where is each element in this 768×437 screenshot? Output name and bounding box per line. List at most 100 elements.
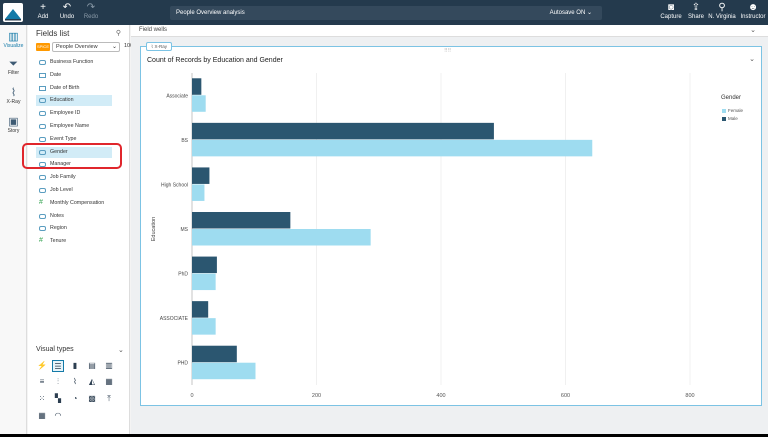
area-chart-icon[interactable]: ◭ bbox=[88, 377, 96, 386]
legend-item-male[interactable]: Male bbox=[722, 116, 738, 121]
combo-chart-icon[interactable]: ⫶ bbox=[57, 377, 59, 386]
nav-visualize[interactable]: ▥ Visualize bbox=[0, 31, 27, 49]
bar-male[interactable] bbox=[192, 301, 209, 318]
scatter-plot-icon[interactable]: ⁙ bbox=[38, 394, 46, 403]
legend-swatch-male bbox=[722, 116, 726, 121]
visual-title: Count of Records by Education and Gender bbox=[147, 57, 283, 64]
bar-male[interactable] bbox=[192, 212, 291, 229]
bar-female[interactable] bbox=[192, 273, 216, 291]
xray-icon: ⌇ bbox=[10, 87, 17, 99]
measure-icon: # bbox=[39, 198, 43, 206]
bar-female[interactable] bbox=[192, 95, 206, 112]
bar-chart: 0 200 400 600 800 Associate BS High School MS PhD… bbox=[151, 73, 695, 399]
gender-field-highlight bbox=[22, 143, 122, 169]
user-menu[interactable]: ☻ Instructor bbox=[737, 2, 768, 23]
bar-female[interactable] bbox=[192, 229, 371, 246]
vertical-bar-chart-icon[interactable]: ▮ bbox=[72, 361, 78, 370]
kpi-icon[interactable]: ⤒ bbox=[107, 394, 111, 403]
dataset-dropdown[interactable]: People Overview ⌄ bbox=[52, 42, 120, 52]
field-item[interactable]: Job Family bbox=[36, 172, 139, 183]
field-item[interactable]: # Tenure bbox=[39, 237, 67, 245]
chevron-down-icon[interactable]: ⌄ bbox=[750, 27, 756, 34]
xray-tag: ⌇ X-Ray bbox=[146, 42, 172, 51]
visual-card[interactable]: ⌇ X-Ray ⠿⠿ Count of Records by Education… bbox=[140, 42, 762, 406]
field-item[interactable]: Employee Name bbox=[36, 121, 139, 132]
field-item[interactable]: Event Type bbox=[36, 134, 139, 145]
nav-xray[interactable]: ⌇ X-Ray bbox=[0, 87, 27, 105]
pivot-table-icon[interactable]: ▦ bbox=[105, 377, 113, 386]
horizontal-bar-chart-icon[interactable]: ☰ bbox=[52, 360, 64, 372]
analysis-name-field[interactable]: People Overview analysis Autosave ON ⌄ bbox=[170, 6, 602, 20]
pie-chart-icon[interactable]: ◔ bbox=[72, 394, 78, 403]
camera-icon: ◙ bbox=[667, 2, 675, 13]
field-item[interactable]: Region bbox=[36, 223, 139, 234]
x-tick-label: 800 bbox=[685, 393, 694, 399]
location-pin-icon: ⚲ bbox=[718, 2, 726, 13]
add-button[interactable]: + Add bbox=[27, 2, 59, 23]
dimension-icon bbox=[39, 111, 46, 117]
dimension-icon bbox=[39, 98, 46, 104]
share-button[interactable]: ⇪ Share bbox=[680, 2, 712, 23]
bar-male[interactable] bbox=[192, 167, 210, 184]
bar-chart-icon: ▥ bbox=[8, 31, 19, 43]
main-canvas: Field wells ⌄ ⌇ X-Ray ⠿⠿ Count of Record… bbox=[131, 25, 768, 434]
field-item[interactable]: Business Function bbox=[36, 57, 139, 68]
field-item[interactable]: Date bbox=[36, 70, 139, 81]
line-chart-icon[interactable]: ⌇ bbox=[73, 377, 77, 386]
bar-male[interactable] bbox=[192, 345, 237, 363]
dimension-icon bbox=[39, 149, 46, 155]
app-logo[interactable] bbox=[3, 3, 23, 22]
table-icon[interactable]: ▦ bbox=[38, 411, 46, 420]
field-wells-bar[interactable]: Field wells ⌄ bbox=[131, 25, 768, 37]
filter-icon: ⏷ bbox=[9, 58, 18, 70]
bar-male[interactable] bbox=[192, 256, 217, 274]
stacked-bar-chart-icon[interactable]: ▤ bbox=[88, 361, 96, 370]
chevron-down-icon[interactable]: ⌄ bbox=[749, 56, 755, 63]
dimension-icon bbox=[39, 162, 46, 168]
x-tick-label: 200 bbox=[312, 393, 321, 399]
clustered-bar-chart-icon[interactable]: ▥ bbox=[105, 361, 113, 370]
chevron-down-icon: ⌄ bbox=[586, 10, 592, 16]
gauge-icon[interactable]: ◠ bbox=[54, 411, 62, 420]
field-item[interactable]: Job Level bbox=[36, 185, 139, 196]
field-item[interactable]: Manager bbox=[36, 159, 139, 170]
redo-icon: ↷ bbox=[86, 2, 96, 13]
bar-female[interactable] bbox=[192, 139, 593, 157]
field-item[interactable]: Education bbox=[36, 95, 112, 107]
percent-bar-chart-icon[interactable]: ≡ bbox=[39, 377, 45, 386]
autosave-toggle[interactable]: Autosave ON ⌄ bbox=[549, 10, 592, 16]
field-item[interactable]: Employee ID bbox=[36, 108, 139, 119]
bar-male[interactable] bbox=[192, 78, 202, 95]
region-selector[interactable]: ⚲ N. Virginia bbox=[706, 2, 738, 23]
spice-badge: SPICE bbox=[36, 43, 50, 51]
heat-map-icon[interactable]: ▚ bbox=[54, 394, 62, 403]
bar-female[interactable] bbox=[192, 318, 216, 335]
search-icon[interactable]: ⚲ bbox=[115, 30, 121, 37]
nav-story[interactable]: ▣ Story bbox=[0, 116, 27, 134]
field-item[interactable]: Date of Birth bbox=[36, 83, 139, 94]
capture-button[interactable]: ◙ Capture bbox=[655, 2, 687, 23]
autograph-icon[interactable]: ⚡ bbox=[37, 361, 47, 370]
field-item[interactable]: Gender bbox=[36, 146, 112, 158]
dimension-icon bbox=[39, 213, 46, 219]
dimension-icon bbox=[39, 175, 46, 181]
tree-map-icon[interactable]: ▩ bbox=[88, 394, 96, 403]
x-tick-label: 0 bbox=[190, 393, 193, 399]
undo-icon: ↶ bbox=[62, 2, 72, 13]
undo-button[interactable]: ↶ Undo bbox=[51, 2, 83, 23]
y-tick-label: MS bbox=[181, 227, 189, 233]
legend-swatch-female bbox=[722, 108, 726, 113]
bar-male[interactable] bbox=[192, 122, 494, 140]
field-item[interactable]: # Monthly Compensation bbox=[39, 198, 105, 206]
x-tick-label: 400 bbox=[436, 393, 445, 399]
field-item[interactable]: Notes bbox=[36, 211, 139, 222]
nav-filter[interactable]: ⏷ Filter bbox=[0, 58, 27, 76]
bar-female[interactable] bbox=[192, 184, 205, 201]
left-navigation: ▥ Visualize ⏷ Filter ⌇ X-Ray ▣ Story bbox=[0, 25, 27, 434]
legend-item-female[interactable]: Female bbox=[722, 108, 743, 113]
redo-button[interactable]: ↷ Redo bbox=[75, 2, 107, 23]
story-icon: ▣ bbox=[8, 116, 19, 128]
drag-handle-icon[interactable]: ⠿⠿ bbox=[444, 48, 452, 54]
chevron-down-icon[interactable]: ⌄ bbox=[118, 347, 124, 354]
bar-female[interactable] bbox=[192, 362, 256, 380]
